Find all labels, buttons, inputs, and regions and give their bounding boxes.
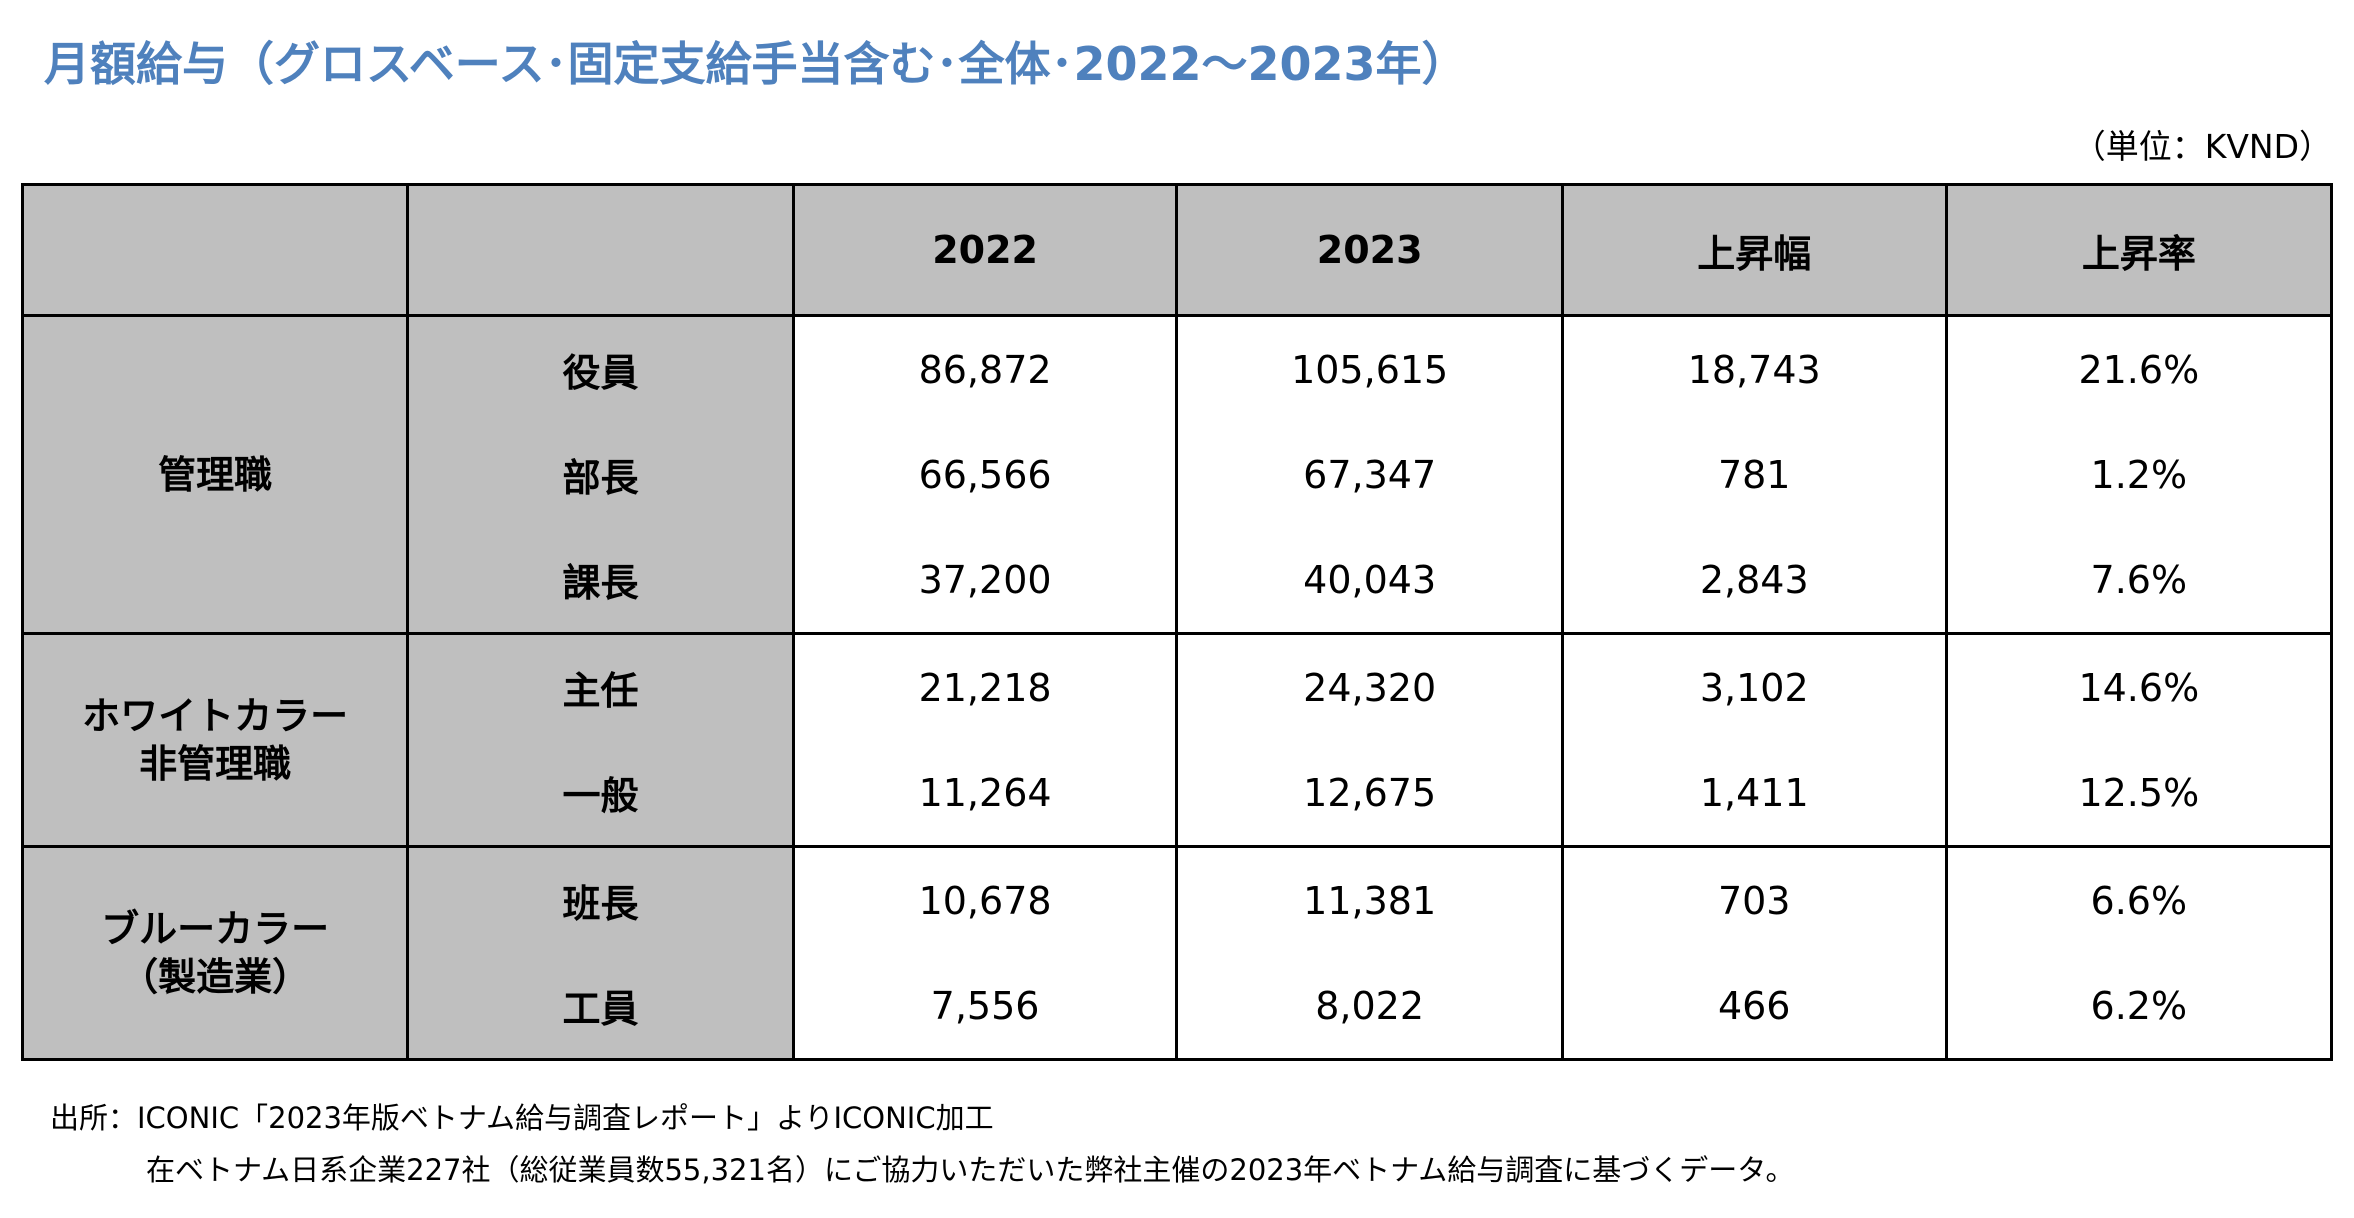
table-row: 課長 37,200 40,043 2,843 7.6%: [23, 527, 2334, 635]
value-2023: 40,043: [1175, 527, 1564, 635]
role-cell: 主任: [406, 632, 795, 740]
value-2022: 66,566: [791, 422, 1179, 527]
unit-label: （単位：KVND）: [2072, 127, 2332, 166]
role-cell: 一般: [406, 740, 795, 848]
role-cell: 課長: [406, 527, 795, 635]
role-cell: 工員: [406, 953, 795, 1061]
group-label-white-collar: ホワイトカラー 非管理職: [20, 632, 410, 848]
group-label-line: ホワイトカラー: [82, 694, 349, 738]
group-label-blue-collar: ブルーカラー （製造業）: [20, 845, 410, 1061]
value-2023: 24,320: [1175, 632, 1564, 740]
value-2022: 21,218: [791, 632, 1179, 740]
value-increase: 3,102: [1560, 632, 1948, 740]
page-title: 月額給与（グロスベース･固定支給手当含む･全体･2022～2023年）: [44, 37, 1468, 91]
value-increase: 703: [1560, 845, 1948, 953]
value-2022: 37,200: [791, 527, 1179, 635]
table-row: 一般 11,264 12,675 1,411 12.5%: [23, 740, 2334, 848]
group-label-management: 管理職: [20, 314, 410, 635]
role-cell: 部長: [406, 422, 795, 527]
group-label-line: ブルーカラー: [101, 907, 330, 951]
value-rate: 6.6%: [1944, 845, 2334, 953]
source-detail-note: 在ベトナム日系企業227社（総従業員数55,321名）にご協力いただいた弊社主催…: [146, 1153, 1795, 1187]
value-rate: 6.2%: [1944, 953, 2334, 1061]
header-cell-group: [20, 183, 410, 317]
table-row: 工員 7,556 8,022 466 6.2%: [23, 953, 2334, 1061]
table-row: ホワイトカラー 非管理職 主任 21,218 24,320 3,102 14.6…: [20, 632, 2334, 848]
group-label-line: 管理職: [158, 452, 273, 497]
table-row: 管理職 役員 86,872 105,615 18,743 21.6%: [20, 314, 2334, 635]
table-row: 部長 66,566 67,347 781 1.2%: [23, 422, 2334, 527]
header-cell-role: [406, 183, 795, 317]
header-cell-rate: 上昇率: [1944, 183, 2334, 317]
value-rate: 7.6%: [1944, 527, 2334, 635]
value-2023: 67,347: [1175, 422, 1564, 527]
value-2023: 8,022: [1175, 953, 1564, 1061]
value-rate: 1.2%: [1944, 422, 2334, 527]
role-cell: 役員: [406, 314, 795, 422]
header-cell-2022: 2022: [791, 183, 1179, 317]
value-increase: 781: [1560, 422, 1948, 527]
role-cell: 班長: [406, 845, 795, 953]
source-note: 出所：ICONIC「2023年版ベトナム給与調査レポート」よりICONIC加工: [50, 1101, 994, 1135]
table-row: ブルーカラー （製造業） 班長 10,678 11,381 703 6.6%: [20, 845, 2334, 1061]
group-label-line: 非管理職: [139, 742, 292, 786]
value-rate: 14.6%: [1944, 632, 2334, 740]
value-2022: 7,556: [791, 953, 1179, 1061]
value-2022: 11,264: [791, 740, 1179, 848]
value-increase: 466: [1560, 953, 1948, 1061]
value-2023: 12,675: [1175, 740, 1564, 848]
value-2023: 11,381: [1175, 845, 1564, 953]
header-cell-increase: 上昇幅: [1560, 183, 1948, 317]
value-2022: 86,872: [791, 314, 1179, 422]
value-rate: 21.6%: [1944, 314, 2334, 422]
value-2022: 10,678: [791, 845, 1179, 953]
header-cell-2023: 2023: [1175, 183, 1564, 317]
value-increase: 1,411: [1560, 740, 1948, 848]
value-rate: 12.5%: [1944, 740, 2334, 848]
value-2023: 105,615: [1175, 314, 1564, 422]
table-header-row: 2022 2023 上昇幅 上昇率: [20, 183, 2334, 317]
group-label-line: （製造業）: [120, 955, 311, 999]
salary-table: 2022 2023 上昇幅 上昇率 管理職 役員 86,872 105,615 …: [20, 183, 2334, 1061]
value-increase: 2,843: [1560, 527, 1948, 635]
value-increase: 18,743: [1560, 314, 1948, 422]
